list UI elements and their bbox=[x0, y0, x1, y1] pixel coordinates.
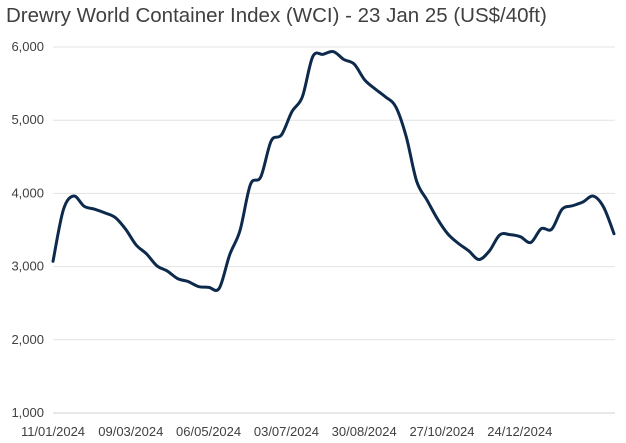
data-point bbox=[248, 183, 252, 187]
data-point bbox=[394, 105, 398, 109]
data-point bbox=[560, 207, 564, 211]
data-point bbox=[383, 95, 387, 99]
data-point bbox=[591, 194, 595, 198]
data-point bbox=[103, 211, 107, 215]
data-point bbox=[435, 217, 439, 221]
data-point bbox=[529, 240, 533, 244]
gridlines bbox=[53, 46, 615, 414]
data-point bbox=[519, 235, 523, 239]
data-point bbox=[539, 227, 543, 231]
data-point bbox=[446, 232, 450, 236]
data-point bbox=[207, 285, 211, 289]
chart-title: Drewry World Container Index (WCI) - 23 … bbox=[6, 4, 547, 27]
data-point bbox=[487, 249, 491, 253]
data-point bbox=[321, 52, 325, 56]
data-point bbox=[155, 264, 159, 268]
data-point bbox=[196, 285, 200, 289]
x-tick-label: 27/10/2024 bbox=[409, 424, 474, 439]
x-tick-label: 24/12/2024 bbox=[487, 424, 552, 439]
x-tick-label: 30/08/2024 bbox=[332, 424, 397, 439]
x-tick-label: 03/07/2024 bbox=[254, 424, 319, 439]
data-point bbox=[404, 135, 408, 139]
y-tick-label: 6,000 bbox=[11, 39, 44, 54]
y-tick-label: 1,000 bbox=[11, 405, 44, 420]
data-point bbox=[93, 207, 97, 211]
data-point bbox=[311, 55, 315, 59]
data-point bbox=[602, 205, 606, 209]
data-point bbox=[113, 216, 117, 220]
x-tick-label: 09/03/2024 bbox=[98, 424, 163, 439]
data-point bbox=[373, 87, 377, 91]
data-point bbox=[332, 50, 336, 54]
data-point bbox=[363, 78, 367, 82]
y-tick-label: 4,000 bbox=[11, 185, 44, 200]
data-point bbox=[477, 258, 481, 262]
data-point bbox=[228, 253, 232, 257]
data-point bbox=[570, 204, 574, 208]
y-tick-label: 3,000 bbox=[11, 259, 44, 274]
data-point bbox=[61, 208, 65, 212]
data-point bbox=[269, 139, 273, 143]
data-point bbox=[290, 110, 294, 114]
data-point bbox=[72, 194, 76, 198]
x-tick-label: 06/05/2024 bbox=[176, 424, 241, 439]
data-point bbox=[300, 95, 304, 99]
data-point bbox=[425, 198, 429, 202]
data-point bbox=[82, 204, 86, 208]
data-point bbox=[217, 286, 221, 290]
data-point bbox=[467, 249, 471, 253]
data-point bbox=[352, 62, 356, 66]
y-tick-label: 2,000 bbox=[11, 332, 44, 347]
data-point bbox=[508, 233, 512, 237]
x-tick-label: 11/01/2024 bbox=[21, 424, 85, 439]
data-point bbox=[498, 233, 502, 237]
y-axis-tick-labels: 1,000 2,000 3,000 4,000 5,000 6,000 bbox=[11, 39, 44, 420]
data-point bbox=[415, 179, 419, 183]
data-point bbox=[165, 269, 169, 273]
series-line bbox=[51, 50, 616, 292]
data-point bbox=[342, 58, 346, 62]
x-axis-tick-labels: 11/01/2024 09/03/2024 06/05/2024 03/07/2024… bbox=[21, 424, 552, 439]
data-point bbox=[581, 200, 585, 204]
data-point bbox=[124, 227, 128, 231]
y-tick-label: 5,000 bbox=[11, 112, 44, 127]
data-points bbox=[51, 50, 616, 291]
data-point bbox=[612, 232, 616, 236]
data-point bbox=[238, 229, 242, 233]
data-point bbox=[134, 243, 138, 247]
data-point bbox=[176, 277, 180, 281]
data-point bbox=[186, 280, 190, 284]
data-point bbox=[145, 252, 149, 256]
data-point bbox=[456, 241, 460, 245]
data-point bbox=[51, 259, 55, 263]
data-point bbox=[259, 175, 263, 179]
data-point bbox=[280, 133, 284, 137]
data-point bbox=[550, 227, 554, 231]
